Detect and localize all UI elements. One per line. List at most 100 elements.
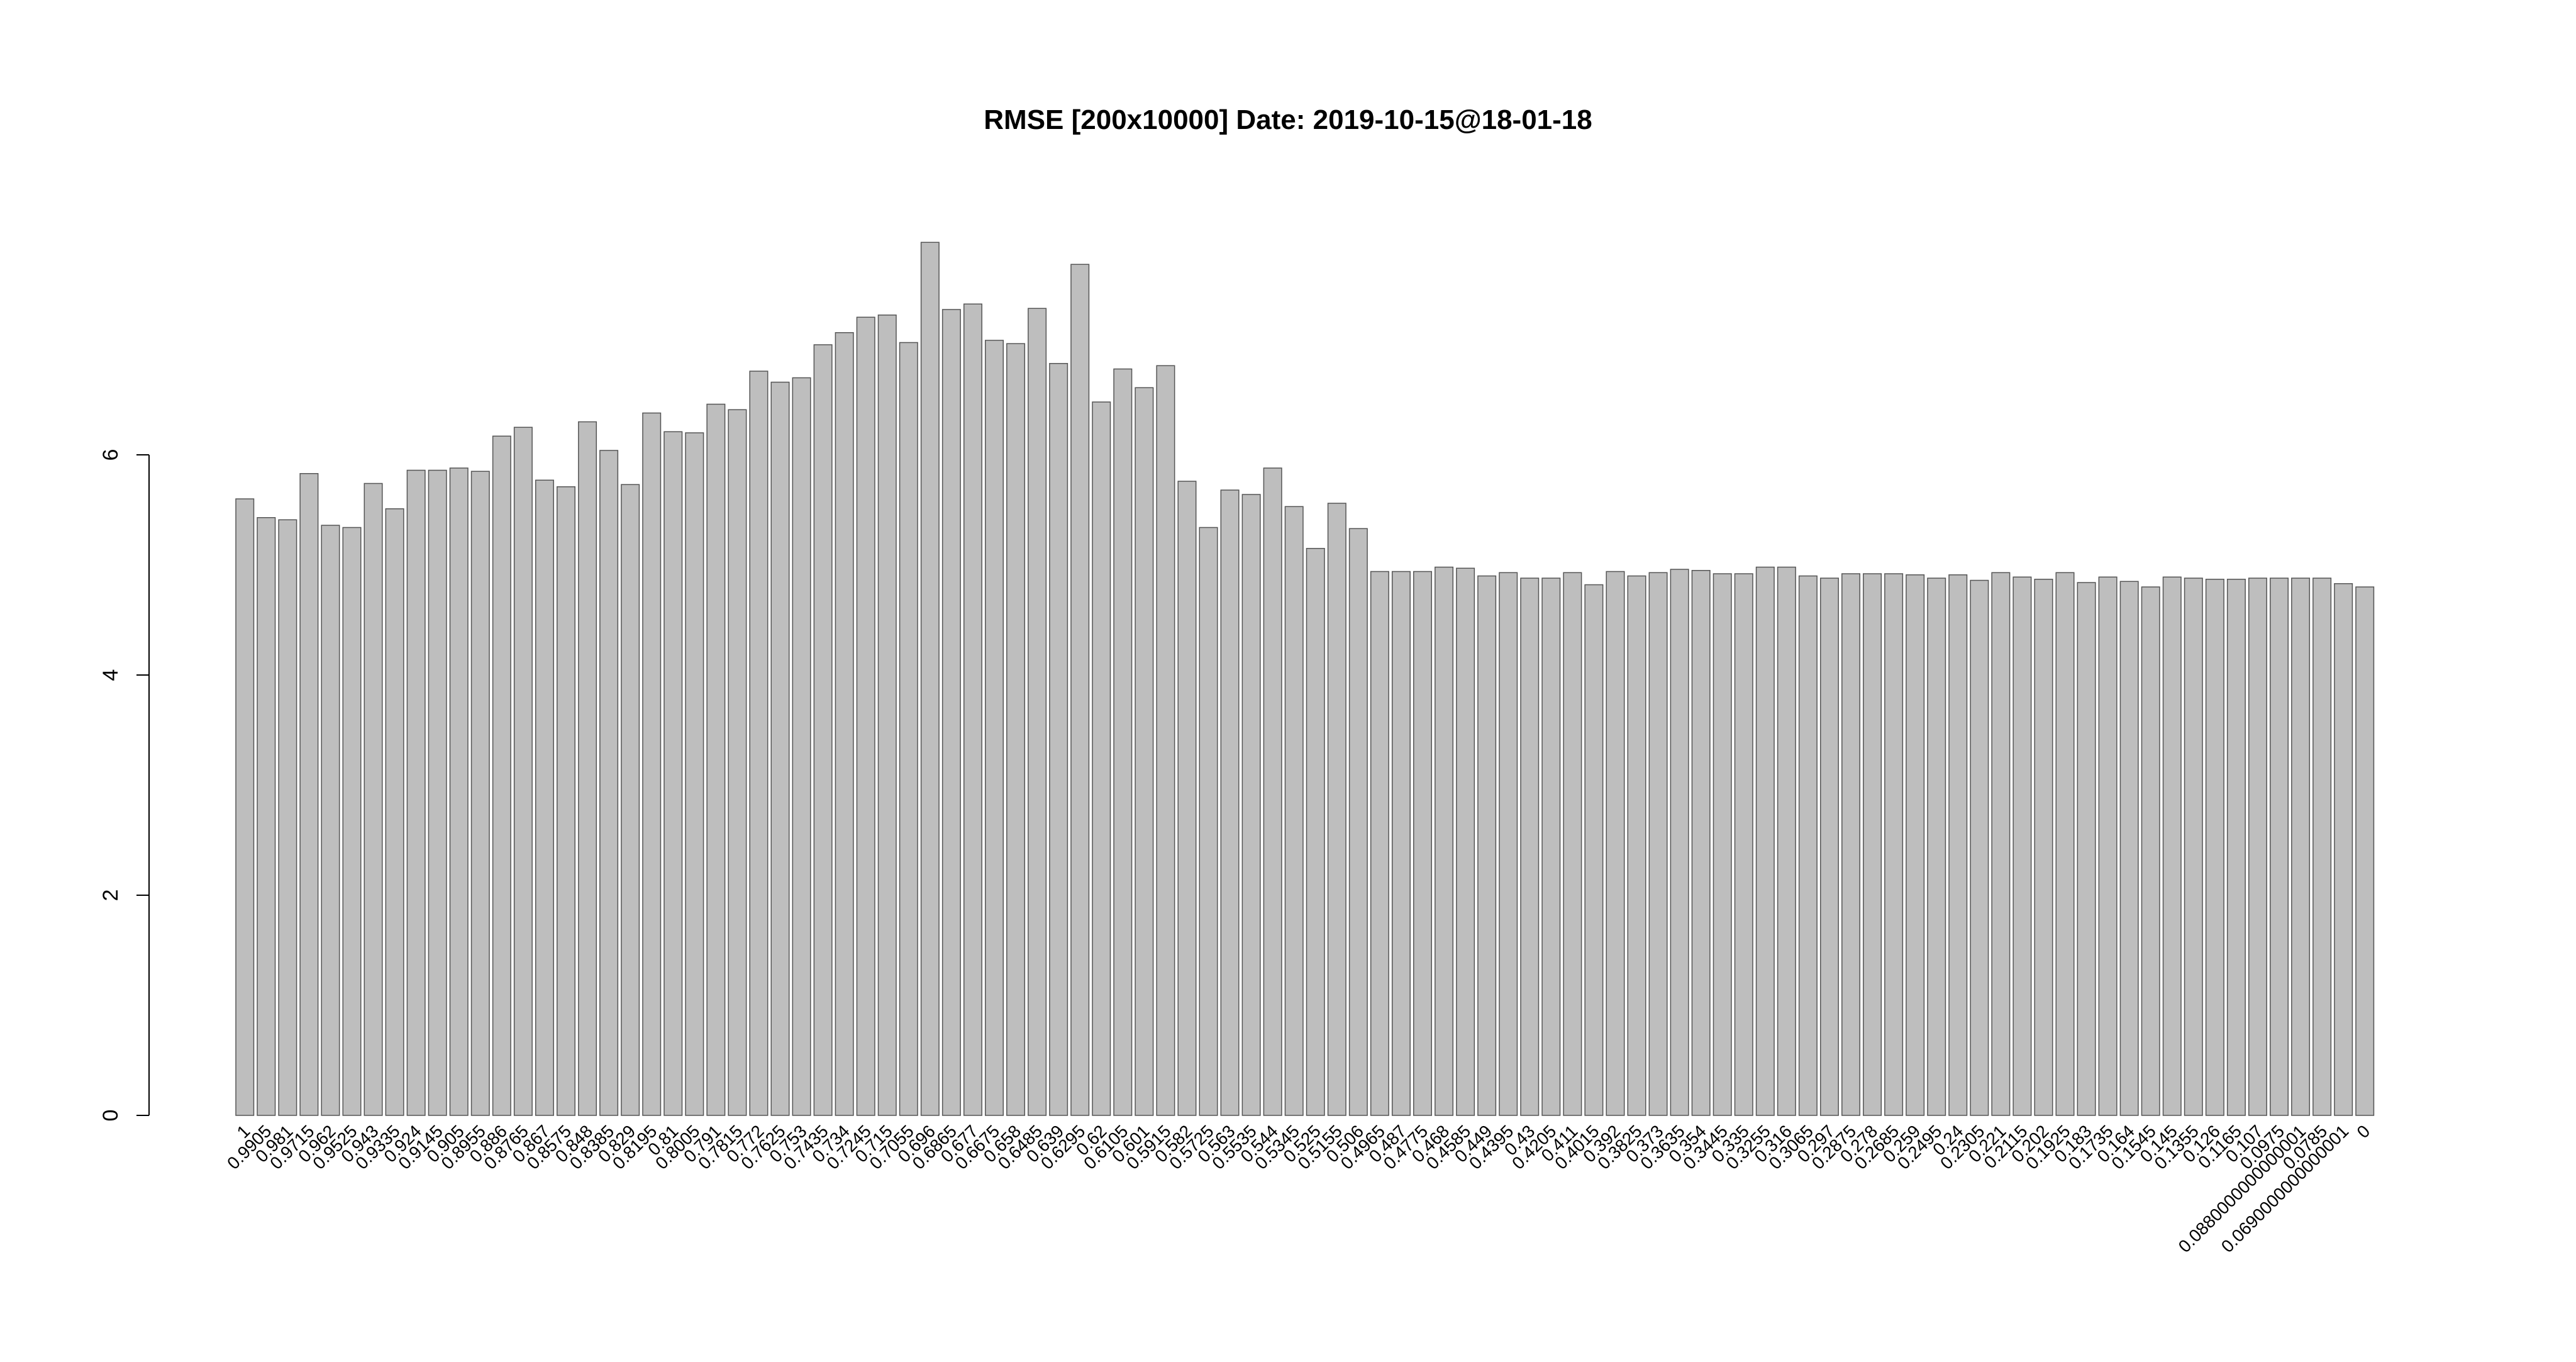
bar [2119, 581, 2139, 1116]
bar [1177, 481, 1197, 1116]
y-tick-label: 2 [99, 890, 123, 901]
bar [1584, 584, 1604, 1116]
bar [278, 519, 297, 1116]
bar [1028, 308, 1047, 1116]
y-tick-label: 6 [99, 449, 123, 461]
bar [1863, 573, 1882, 1116]
bar [1499, 572, 1518, 1116]
bar [1606, 571, 1625, 1116]
bar [621, 484, 640, 1116]
y-tick-label: 0 [99, 1110, 123, 1122]
bar [513, 427, 533, 1116]
bar [1819, 578, 1839, 1116]
bar [1113, 368, 1133, 1116]
bar [1841, 573, 1860, 1116]
bar [1927, 578, 1946, 1116]
bar [385, 508, 404, 1116]
bar [2077, 582, 2096, 1116]
bar [2355, 586, 2375, 1116]
bar [2334, 583, 2353, 1116]
bar [1135, 387, 1154, 1116]
bar [1092, 401, 1111, 1116]
bar [406, 469, 426, 1116]
bar [1884, 573, 1904, 1116]
bar [1970, 579, 1989, 1116]
bar [1370, 571, 1389, 1116]
bar [299, 473, 319, 1116]
bar [2270, 578, 2289, 1116]
bar [813, 344, 833, 1116]
bar [835, 332, 854, 1116]
bar [1070, 264, 1090, 1116]
bar [535, 479, 554, 1116]
bar [1220, 489, 1240, 1116]
bar [1241, 494, 1261, 1116]
bar [449, 467, 469, 1116]
bar [2141, 586, 2160, 1116]
bar [2226, 579, 2246, 1116]
bar [492, 435, 511, 1116]
bar [1541, 578, 1561, 1116]
bar [663, 431, 683, 1116]
bar [342, 527, 362, 1116]
bar [1991, 572, 2011, 1116]
bar [599, 450, 619, 1116]
bar [2291, 578, 2311, 1116]
bar [2312, 578, 2332, 1116]
bar [1413, 571, 1432, 1116]
bar [1435, 566, 1454, 1116]
bar [364, 483, 383, 1116]
y-axis: 0 2 4 6 [99, 449, 150, 1122]
bar [1520, 578, 1540, 1116]
bar [1648, 572, 1668, 1116]
y-tick-label: 4 [99, 669, 123, 681]
bar [1327, 503, 1346, 1116]
bar [578, 421, 597, 1116]
bar [2012, 576, 2032, 1116]
bar [1777, 566, 1796, 1116]
bar [1456, 567, 1475, 1116]
bar [770, 381, 790, 1116]
bar [428, 469, 447, 1116]
bar [941, 309, 961, 1116]
bar [920, 242, 940, 1116]
bar [1348, 528, 1368, 1116]
bar [2034, 579, 2053, 1116]
bar [1906, 574, 1925, 1116]
bar [1306, 548, 1325, 1116]
bar [1713, 573, 1732, 1116]
bar [792, 377, 811, 1116]
bar-series [235, 242, 2375, 1116]
bar [1798, 575, 1818, 1116]
bar [2055, 572, 2075, 1116]
bar [2205, 579, 2224, 1116]
bar [1391, 571, 1411, 1116]
bar [1948, 574, 1968, 1116]
bar [1199, 527, 1218, 1116]
bar [1284, 506, 1304, 1116]
bar [2098, 576, 2118, 1116]
bar [2162, 576, 2182, 1116]
bar [899, 342, 918, 1116]
bar [1156, 365, 1175, 1116]
bar [1734, 573, 1753, 1116]
bar [749, 371, 769, 1116]
bar [1627, 575, 1646, 1116]
bar [2248, 578, 2267, 1116]
bar [685, 432, 704, 1116]
bar [728, 409, 747, 1116]
bar [2184, 578, 2203, 1116]
bar [1563, 572, 1582, 1116]
bar [1755, 566, 1775, 1116]
bar [1049, 363, 1069, 1116]
bar [706, 403, 726, 1116]
bar [642, 412, 662, 1116]
bar [1691, 570, 1711, 1116]
bar [1006, 343, 1026, 1116]
chart-title: RMSE [200x10000] Date: 2019-10-15@18-01-… [984, 104, 1592, 135]
bar [235, 498, 255, 1116]
bar [1477, 575, 1497, 1116]
bar [877, 315, 897, 1116]
